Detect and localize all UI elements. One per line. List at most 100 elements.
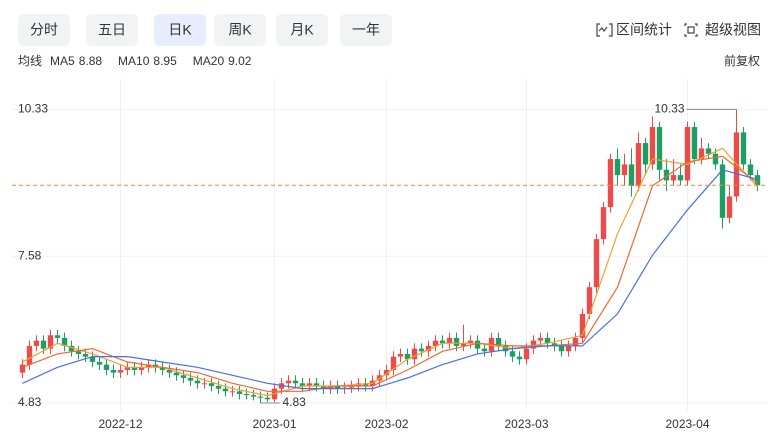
candle-body: [593, 239, 600, 288]
candle-body: [54, 335, 61, 338]
candle-body: [208, 383, 215, 386]
tab[interactable]: 一年: [340, 14, 392, 46]
candle-body: [719, 164, 726, 218]
candle-body: [614, 159, 621, 176]
candle-body: [467, 340, 474, 344]
candle-body: [257, 396, 264, 398]
candle-body: [159, 367, 166, 370]
candle-body: [544, 337, 551, 344]
candle-body: [124, 367, 131, 370]
candle-body: [96, 361, 103, 365]
candle-body: [684, 127, 691, 181]
tab-bg[interactable]: [276, 14, 328, 46]
tab-bg[interactable]: [214, 14, 266, 46]
min-marker-label: 4.83: [283, 395, 307, 409]
tab-label[interactable]: 五日: [98, 22, 126, 38]
candle-body: [131, 367, 138, 370]
adjust-label[interactable]: 前复权: [724, 53, 760, 68]
tab[interactable]: 周K: [214, 14, 266, 46]
candle-body: [145, 364, 152, 368]
tab[interactable]: 五日: [86, 14, 138, 46]
candle-body: [565, 345, 572, 352]
candle-body: [89, 356, 96, 362]
y-tick-label: 4.83: [18, 395, 42, 409]
candle-body: [19, 364, 26, 373]
candle-body: [117, 369, 124, 373]
candle-body: [705, 148, 712, 154]
legend-name: MA5: [50, 54, 75, 68]
candle-body: [103, 364, 110, 370]
candle-body: [537, 337, 544, 341]
ma-line: [22, 147, 758, 397]
x-tick-label: 2023-01: [252, 417, 296, 431]
candle-body: [726, 196, 733, 218]
tool-label[interactable]: 区间统计: [616, 22, 672, 38]
candle-body: [712, 153, 719, 165]
candle-body: [411, 348, 418, 360]
tab-bg[interactable]: [18, 14, 70, 46]
legend-value: 9.02: [228, 54, 252, 68]
candle-body: [621, 164, 628, 176]
candle-body: [474, 340, 481, 349]
candle-body: [222, 388, 229, 392]
candle-body: [138, 367, 145, 370]
candle-body: [292, 380, 299, 384]
candle-body: [383, 369, 390, 376]
candle-body: [740, 132, 747, 165]
candle-body: [180, 375, 187, 378]
candle-body: [173, 372, 180, 376]
y-tick-label: 10.33: [18, 102, 48, 116]
tab-label[interactable]: 月K: [290, 22, 314, 38]
candle-body: [201, 383, 208, 385]
candle-body: [460, 343, 467, 346]
candle-body: [698, 148, 705, 160]
candle-body: [285, 380, 292, 384]
candle-body: [215, 385, 222, 389]
candle-body: [194, 380, 201, 384]
candle-body: [404, 353, 411, 360]
tab-label[interactable]: 一年: [352, 22, 380, 38]
tab-label[interactable]: 周K: [228, 22, 252, 38]
candle-body: [40, 340, 47, 349]
candle-body: [299, 383, 306, 386]
candle-body: [82, 353, 89, 357]
candle-body: [418, 348, 425, 352]
candle-body: [439, 340, 446, 344]
tool-icon: [596, 23, 698, 37]
tab-bg[interactable]: [86, 14, 138, 46]
ma-label: 均线: [18, 54, 42, 68]
candle-body: [523, 348, 530, 360]
candle-body: [481, 348, 488, 352]
candle-body: [320, 385, 327, 389]
max-marker-label: 10.33: [654, 102, 684, 116]
tab-label[interactable]: 日K: [168, 22, 192, 38]
tab-label[interactable]: 分时: [30, 22, 58, 38]
candle-body: [229, 391, 236, 393]
candle-body: [313, 383, 320, 386]
y-tick-label: 7.58: [18, 248, 42, 262]
candle-body: [579, 313, 586, 338]
tab[interactable]: 日K: [154, 14, 206, 46]
candle-body: [432, 340, 439, 346]
candle-body: [26, 345, 33, 365]
tab-bg[interactable]: [154, 14, 206, 46]
candle-body: [509, 351, 516, 357]
candle-body: [306, 383, 313, 386]
tool-label[interactable]: 超级视图: [705, 22, 761, 38]
legend-value: 8.95: [153, 54, 177, 68]
ma-line: [22, 169, 758, 390]
candle-body: [551, 343, 558, 346]
candle-body: [516, 356, 523, 360]
candle-body: [607, 159, 614, 208]
candle-body: [250, 395, 257, 397]
candle-body: [635, 143, 642, 186]
candle-body: [243, 393, 250, 396]
tab-bg[interactable]: [340, 14, 392, 46]
tab[interactable]: 分时: [18, 14, 70, 46]
tab[interactable]: 月K: [276, 14, 328, 46]
candle-body: [47, 335, 54, 349]
candle-body: [642, 143, 649, 165]
legend-name: MA20: [193, 54, 225, 68]
candle-body: [390, 356, 397, 370]
